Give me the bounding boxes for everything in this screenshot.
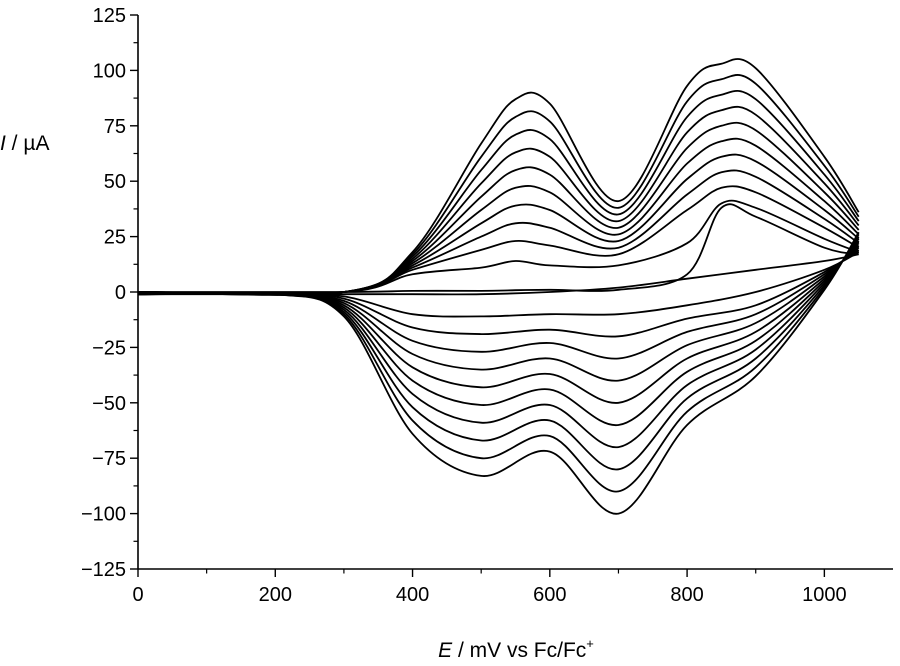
x-tick-labels: 0 200 400 600 800 1000 xyxy=(132,584,846,606)
y-axis-unit: / µA xyxy=(6,132,50,155)
x-tick-label: 200 xyxy=(259,584,292,606)
y-tick-label: 50 xyxy=(104,171,126,193)
x-tick-label: 400 xyxy=(396,584,429,606)
y-axis-label: I / µA xyxy=(0,132,49,155)
cv-curve-11-cathodic xyxy=(137,231,860,515)
y-tick-labels: −125 −100 −75 −50 −25 0 25 50 75 100 125 xyxy=(81,5,126,581)
x-tick-label: 800 xyxy=(670,584,703,606)
x-tick-label: 600 xyxy=(533,584,566,606)
cv-curve-1-anodic xyxy=(137,203,859,293)
y-tick-label: −75 xyxy=(92,448,126,470)
y-tick-label: 25 xyxy=(104,227,126,249)
cv-curve-10-anodic xyxy=(137,74,860,296)
cv-curve-4-anodic xyxy=(137,169,860,295)
y-tick-label: −125 xyxy=(81,559,126,581)
y-axis-symbol: I xyxy=(0,132,6,155)
cv-curve-1-cathodic xyxy=(138,253,859,296)
x-axis-label: E / mV vs Fc/Fc+ xyxy=(438,636,594,662)
x-tick-label: 1000 xyxy=(802,584,847,606)
cv-curve-6-cathodic xyxy=(137,242,860,404)
x-axis-superscript: + xyxy=(586,636,594,651)
cv-curve-11-anodic xyxy=(137,58,860,296)
y-tick-label: 125 xyxy=(93,5,126,27)
voltammogram-curves xyxy=(137,58,860,515)
axis-ticks xyxy=(130,14,826,577)
x-tick-label: 0 xyxy=(132,584,143,606)
y-tick-label: −50 xyxy=(92,393,126,415)
y-tick-label: −100 xyxy=(81,504,126,526)
y-tick-label: 0 xyxy=(115,282,126,304)
y-tick-label: 100 xyxy=(93,60,126,82)
cv-curve-8-anodic xyxy=(137,105,860,296)
y-tick-label: 75 xyxy=(104,116,126,138)
x-axis-unit: / mV vs Fc/Fc xyxy=(452,639,586,662)
cv-curve-5-cathodic xyxy=(137,244,860,382)
x-axis-symbol: E xyxy=(438,639,453,662)
y-tick-label: −25 xyxy=(92,337,126,359)
cv-curve-3-anodic xyxy=(137,185,860,295)
